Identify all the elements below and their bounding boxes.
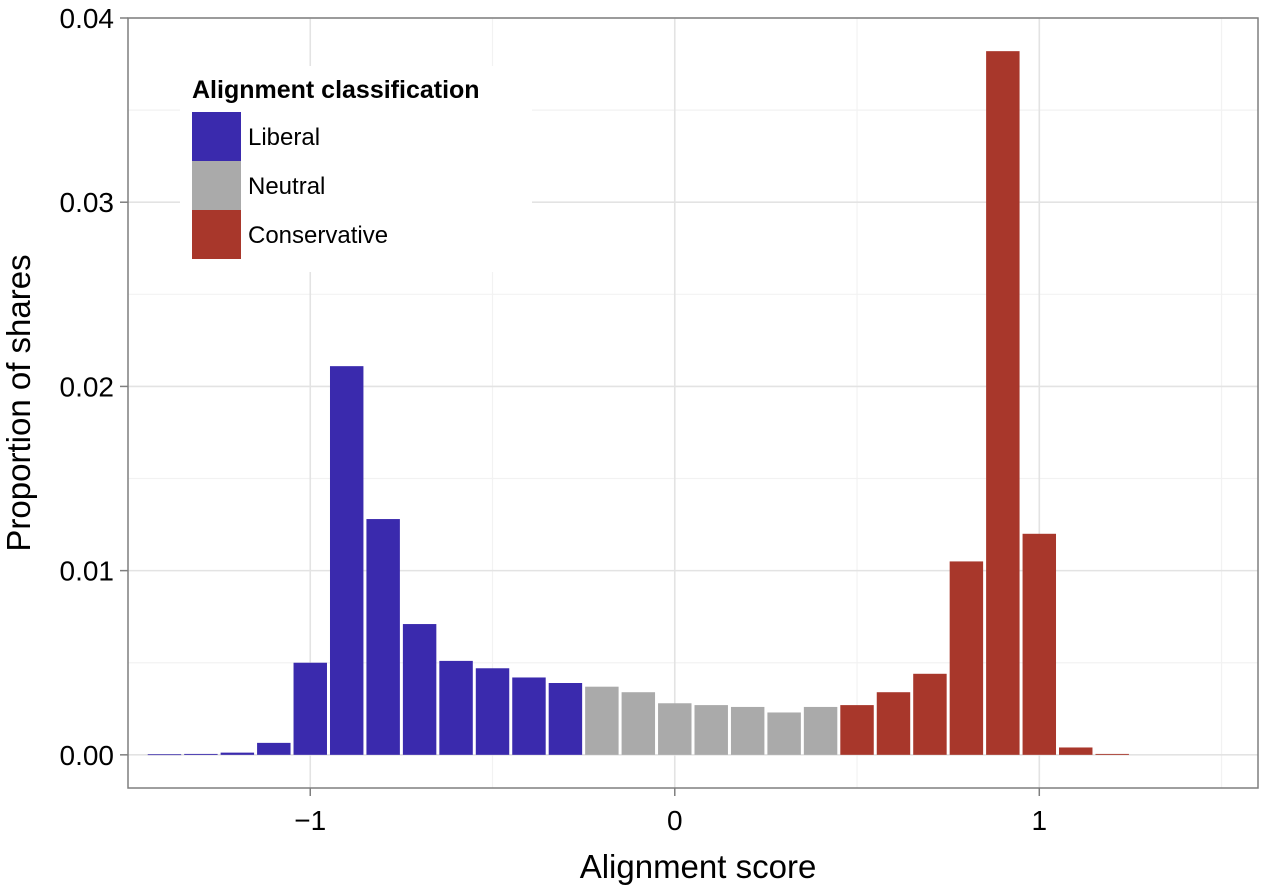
bar-neutral	[694, 705, 728, 755]
bar-liberal	[184, 753, 218, 755]
legend-label-conservative: Conservative	[248, 222, 388, 249]
bar-liberal	[402, 624, 437, 755]
bar-neutral	[585, 686, 619, 755]
legend-swatch-neutral	[192, 161, 241, 210]
y-tick-label: 0.00	[60, 740, 115, 771]
y-tick-label: 0.03	[60, 187, 115, 218]
bar-liberal	[293, 662, 327, 755]
bar-conservative	[1059, 747, 1093, 755]
bar-conservative	[840, 705, 874, 755]
legend-swatch-conservative	[192, 210, 241, 259]
bar-liberal	[257, 742, 291, 755]
bar-neutral	[621, 692, 656, 755]
bar-liberal	[512, 677, 546, 755]
bar-liberal	[220, 752, 255, 755]
bars	[147, 51, 1129, 756]
legend: Alignment classification Liberal Neutral C…	[180, 66, 532, 272]
legend-label-neutral: Neutral	[248, 173, 325, 200]
bar-liberal	[329, 366, 364, 755]
x-tick-label: −1	[294, 805, 326, 836]
x-axis: −1 0 1	[294, 788, 1047, 836]
bar-conservative	[1022, 533, 1057, 755]
legend-title: Alignment classification	[192, 76, 480, 104]
bar-conservative	[1095, 753, 1129, 755]
bar-liberal	[439, 660, 473, 755]
bar-liberal	[475, 668, 510, 755]
x-tick-label: 1	[1032, 805, 1048, 836]
bar-liberal	[147, 754, 182, 756]
x-axis-title: Alignment score	[580, 848, 817, 885]
bar-neutral	[730, 706, 765, 755]
y-tick-label: 0.04	[60, 3, 115, 34]
y-axis: 0.00 0.01 0.02 0.03 0.04	[60, 3, 128, 771]
legend-entries: Liberal Neutral Conservative	[192, 112, 388, 259]
legend-swatch-liberal	[192, 112, 241, 161]
y-axis-title: Proportion of shares	[0, 254, 37, 551]
bar-conservative	[876, 692, 911, 755]
y-tick-label: 0.02	[60, 371, 115, 402]
bar-neutral	[767, 712, 801, 755]
legend-label-liberal: Liberal	[248, 124, 320, 151]
bar-neutral	[803, 706, 838, 755]
x-tick-label: 0	[667, 805, 683, 836]
y-tick-label: 0.01	[60, 556, 115, 587]
bar-liberal	[548, 683, 583, 755]
panel-border	[127, 17, 1259, 789]
bar-conservative	[986, 51, 1020, 755]
bar-conservative	[913, 673, 947, 755]
bar-liberal	[366, 519, 400, 755]
bar-conservative	[949, 561, 984, 755]
bar-neutral	[658, 703, 692, 755]
